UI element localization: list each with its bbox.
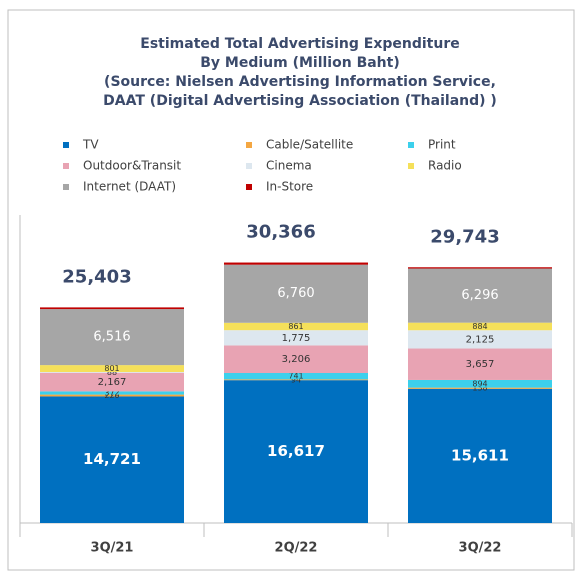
bar-segment: [408, 267, 552, 269]
data-label: 894: [472, 379, 487, 388]
chart-title: (Source: Nielsen Advertising Information…: [104, 74, 496, 90]
legend-marker: [63, 184, 69, 190]
total-label: 29,743: [430, 226, 499, 247]
data-label: 884: [472, 322, 487, 331]
chart-title: By Medium (Million Baht): [200, 55, 400, 71]
legend-label: Radio: [428, 159, 462, 173]
total-label: 25,403: [62, 266, 131, 287]
data-label: 16,617: [267, 442, 325, 460]
x-tick-label: 2Q/22: [275, 541, 318, 556]
bar-segment: [224, 380, 368, 523]
bar-segment: [224, 330, 368, 346]
legend-label: Internet (DAAT): [83, 180, 176, 194]
legend-marker: [408, 163, 414, 169]
data-label: 220: [104, 391, 119, 400]
chart-title: Estimated Total Advertising Expenditure: [140, 36, 459, 52]
bar-segment: [408, 379, 552, 388]
bar-segment: [224, 379, 368, 381]
data-label: 741: [288, 372, 303, 381]
bar-segment: [224, 345, 368, 373]
data-label: 6,516: [93, 330, 130, 345]
legend-label: TV: [82, 138, 99, 152]
legend-label: Cable/Satellite: [266, 138, 353, 152]
bar-segment: [40, 394, 184, 397]
bar-segment: [40, 307, 184, 310]
data-label: 3,657: [466, 359, 495, 370]
bar-segment: [40, 391, 184, 395]
bar-segment: [224, 262, 368, 265]
chart-title: DAAT (Digital Advertising Association (T…: [103, 93, 497, 109]
data-label: 88: [107, 368, 117, 377]
bar-segment: [40, 372, 184, 373]
data-label: 2,125: [466, 334, 495, 345]
data-label: 3,206: [282, 354, 311, 365]
data-label: 372: [104, 388, 119, 397]
data-label: 861: [288, 322, 303, 331]
bar-segment: [224, 372, 368, 380]
legend-marker: [246, 184, 252, 190]
data-label: 1,775: [282, 333, 311, 344]
total-label: 30,366: [246, 222, 315, 243]
legend-marker: [246, 163, 252, 169]
bar-segment: [408, 388, 552, 523]
data-label: 14,721: [83, 450, 141, 468]
legend-label: Outdoor&Transit: [83, 159, 181, 173]
data-label: 138: [472, 384, 487, 393]
bar-segment: [40, 372, 184, 392]
legend-label: Print: [428, 138, 456, 152]
legend-label: In-Store: [266, 180, 313, 194]
bar-segment: [40, 365, 184, 373]
legend-marker: [63, 163, 69, 169]
x-tick-label: 3Q/21: [91, 541, 134, 556]
data-label: 6,760: [277, 286, 314, 301]
x-tick-label: 3Q/22: [459, 541, 502, 556]
legend-label: Cinema: [266, 159, 312, 173]
bar-segment: [408, 322, 552, 331]
legend-marker: [408, 142, 414, 148]
bar-segment: [40, 396, 184, 523]
bar-segment: [224, 322, 368, 331]
bar-segment: [40, 309, 184, 366]
bar-segment: [408, 387, 552, 389]
legend-marker: [63, 142, 69, 148]
legend-marker: [246, 142, 252, 148]
data-label: 2,167: [98, 377, 127, 388]
data-label: 15,611: [451, 446, 509, 464]
bar-segment: [408, 268, 552, 323]
bar-segment: [408, 330, 552, 349]
data-label: 94: [291, 375, 301, 384]
bar-segment: [224, 264, 368, 323]
data-label: 6,296: [461, 288, 498, 303]
data-label: 801: [104, 364, 119, 373]
bar-segment: [408, 348, 552, 380]
